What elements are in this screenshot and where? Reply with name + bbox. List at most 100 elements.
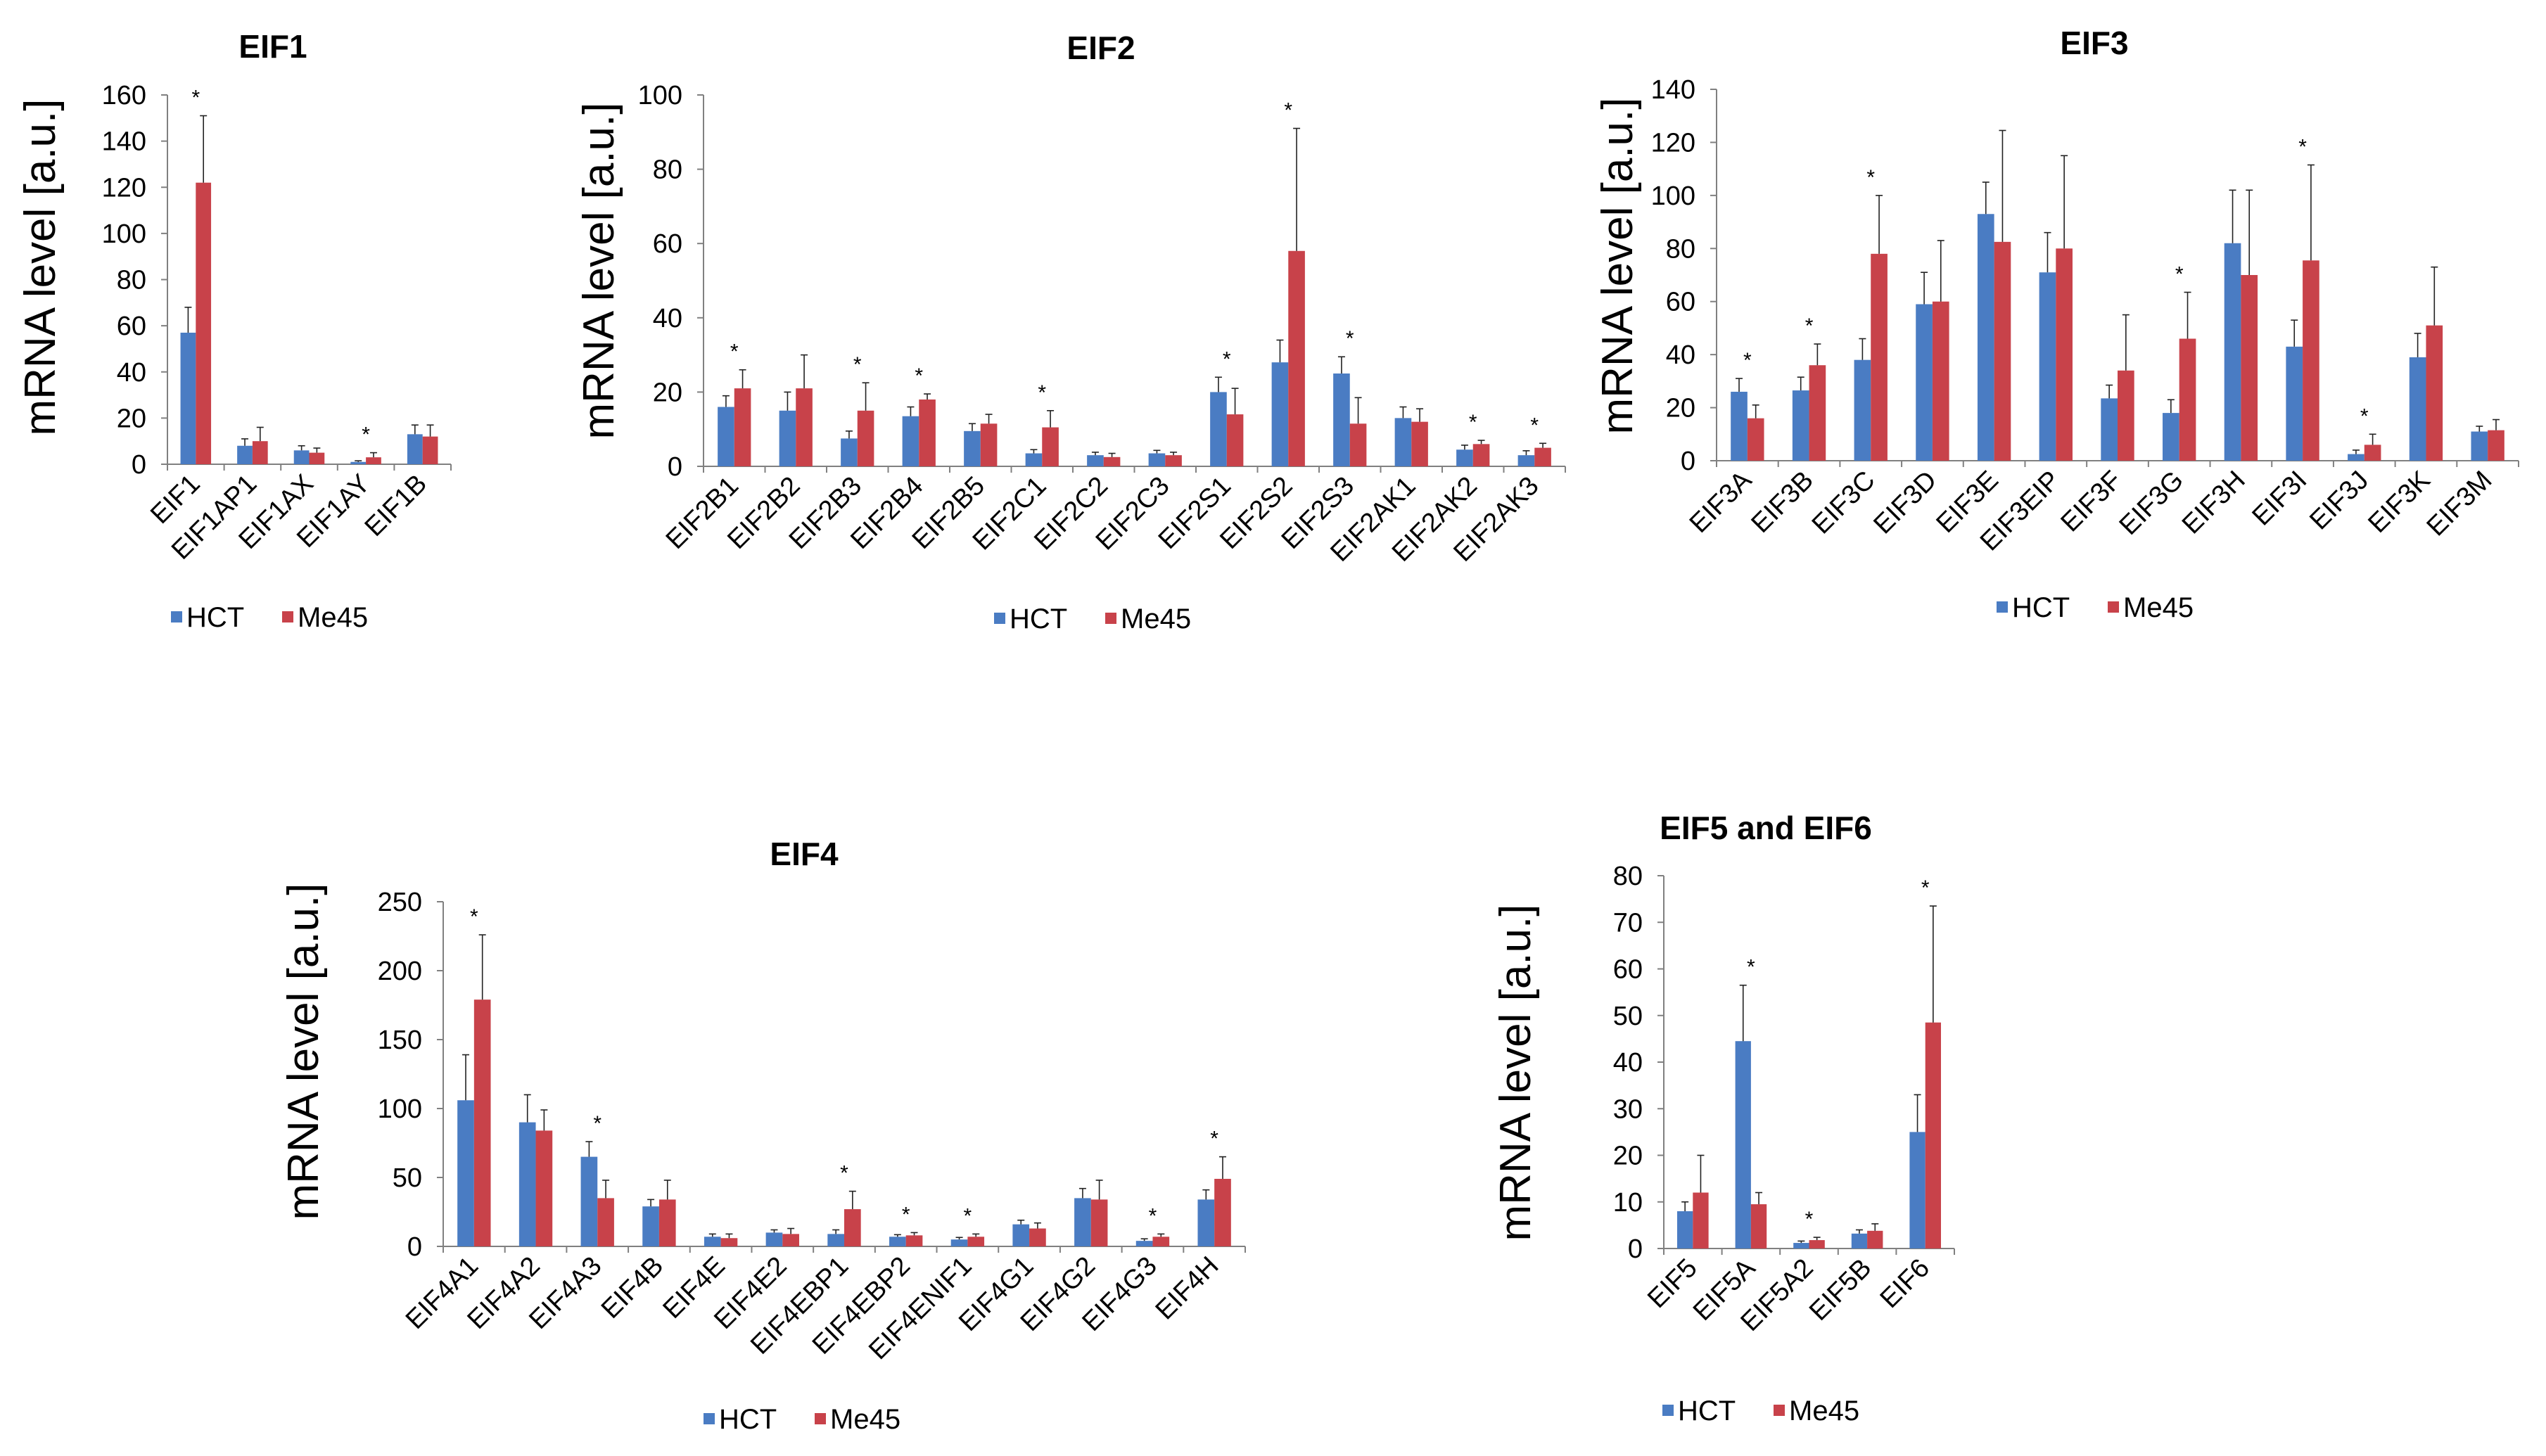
chart-title: EIF1 (238, 28, 307, 65)
significance-star: * (853, 353, 862, 376)
bar-hct (1333, 373, 1350, 466)
bar-hct (580, 1156, 598, 1246)
y-tick-label: 50 (1613, 1002, 1643, 1031)
bar-hct (2039, 272, 2056, 461)
bar-me45 (1090, 1199, 1108, 1246)
legend-label-me45: Me45 (830, 1404, 900, 1435)
x-tick-label: EIF5B (1804, 1253, 1877, 1327)
bar-hct (2163, 413, 2179, 461)
bar-me45 (1349, 423, 1367, 466)
bar-me45 (1029, 1228, 1046, 1246)
bar-hct (889, 1237, 906, 1246)
bar-hct (2101, 398, 2118, 461)
bar-me45 (658, 1199, 676, 1246)
bar-me45 (2179, 338, 2196, 461)
legend-swatch-hct (171, 611, 182, 622)
significance-star: * (1284, 99, 1292, 122)
bar-me45 (2488, 430, 2504, 461)
legend-label-me45: Me45 (1789, 1396, 1859, 1426)
bar-me45 (1871, 253, 1888, 461)
bar-me45 (2303, 260, 2319, 461)
bar-me45 (252, 441, 268, 464)
significance-star: * (1921, 876, 1930, 900)
y-tick-label: 60 (117, 312, 146, 341)
bar-hct (779, 410, 796, 466)
bar-hct (950, 1239, 968, 1246)
bar-me45 (1750, 1204, 1767, 1249)
bar-hct (1394, 418, 1412, 466)
significance-star: * (1038, 381, 1046, 404)
bar-me45 (1994, 241, 2011, 461)
legend: HCT Me45 (1662, 1396, 1859, 1426)
bar-me45 (1411, 421, 1428, 466)
bar-me45 (967, 1237, 985, 1246)
bar-me45 (720, 1238, 738, 1246)
y-tick-label: 80 (1666, 234, 1695, 264)
bar-me45 (2426, 325, 2443, 461)
legend: HCT Me45 (994, 604, 1191, 634)
bar-me45 (1226, 414, 1244, 466)
bar-hct (704, 1237, 721, 1246)
bar-me45 (796, 388, 813, 466)
bar-me45 (1925, 1022, 1942, 1249)
significance-star: * (840, 1162, 848, 1185)
legend: HCT Me45 (171, 602, 368, 633)
y-tick-label: 0 (668, 452, 682, 482)
x-tick-label: EIF3G (2114, 466, 2189, 541)
bar-hct (1731, 391, 1748, 461)
y-tick-label: 60 (653, 229, 682, 259)
legend-label-hct: HCT (186, 602, 244, 633)
y-tick-label: 0 (407, 1232, 422, 1262)
chart-eif3: EIF3 mRNA level [a.u.] 0 20 40 60 80 100 120 140 *… (1593, 25, 2519, 623)
bar-me45 (597, 1198, 614, 1246)
bar-me45 (196, 182, 212, 464)
y-axis-label: mRNA level [a.u.] (279, 883, 328, 1220)
bar-hct (1977, 214, 1994, 461)
y-tick-label: 40 (117, 358, 146, 388)
bar-hct (1676, 1211, 1693, 1249)
chart-eif56: EIF5 and EIF6 mRNA level [a.u.] 0 10 20 30 40 5… (1491, 810, 1955, 1426)
bar-hct (1025, 453, 1043, 466)
bar-me45 (734, 388, 751, 466)
y-tick-label: 10 (1613, 1188, 1643, 1218)
y-tick-label: 100 (1651, 181, 1695, 211)
bar-hct (1135, 1241, 1153, 1246)
bar-hct (1792, 390, 1809, 461)
bar-me45 (1693, 1192, 1709, 1249)
bar-me45 (1867, 1230, 1883, 1249)
bar-me45 (535, 1130, 553, 1246)
significance-star: * (915, 364, 923, 388)
y-axis-label: mRNA level [a.u.] (1491, 905, 1540, 1241)
bar-me45 (844, 1209, 861, 1246)
significance-star: * (1223, 347, 1231, 371)
bar-hct (1851, 1233, 1868, 1249)
legend-swatch-me45 (815, 1413, 826, 1424)
y-tick-label: 140 (102, 127, 146, 157)
bar-me45 (422, 436, 438, 464)
chart-title: EIF5 and EIF6 (1660, 810, 1872, 846)
bar-me45 (1103, 456, 1121, 466)
significance-star: * (362, 423, 370, 447)
y-axis-label: mRNA level [a.u.] (1593, 98, 1642, 435)
bar-hct (642, 1206, 659, 1246)
y-tick-label: 40 (1613, 1048, 1643, 1078)
bar-hct (237, 445, 253, 464)
bar-hct (1012, 1224, 1030, 1246)
x-tick-label: EIF3C (1807, 466, 1881, 540)
legend-label-hct: HCT (1678, 1396, 1736, 1426)
bar-hct (827, 1234, 844, 1246)
bar-me45 (2118, 370, 2134, 461)
bar-hct (2348, 454, 2364, 461)
bar-me45 (2364, 445, 2381, 461)
x-tick-label: EIF3I (2247, 466, 2313, 532)
bar-hct (2286, 346, 2303, 461)
bar-me45 (473, 1000, 491, 1246)
significance-star: * (2298, 135, 2307, 158)
bar-hct (293, 450, 310, 464)
bar-me45 (1288, 250, 1305, 466)
legend-swatch-me45 (2108, 601, 2119, 613)
bar-hct (718, 407, 734, 466)
y-tick-label: 50 (393, 1163, 422, 1193)
bar-hct (902, 416, 919, 466)
